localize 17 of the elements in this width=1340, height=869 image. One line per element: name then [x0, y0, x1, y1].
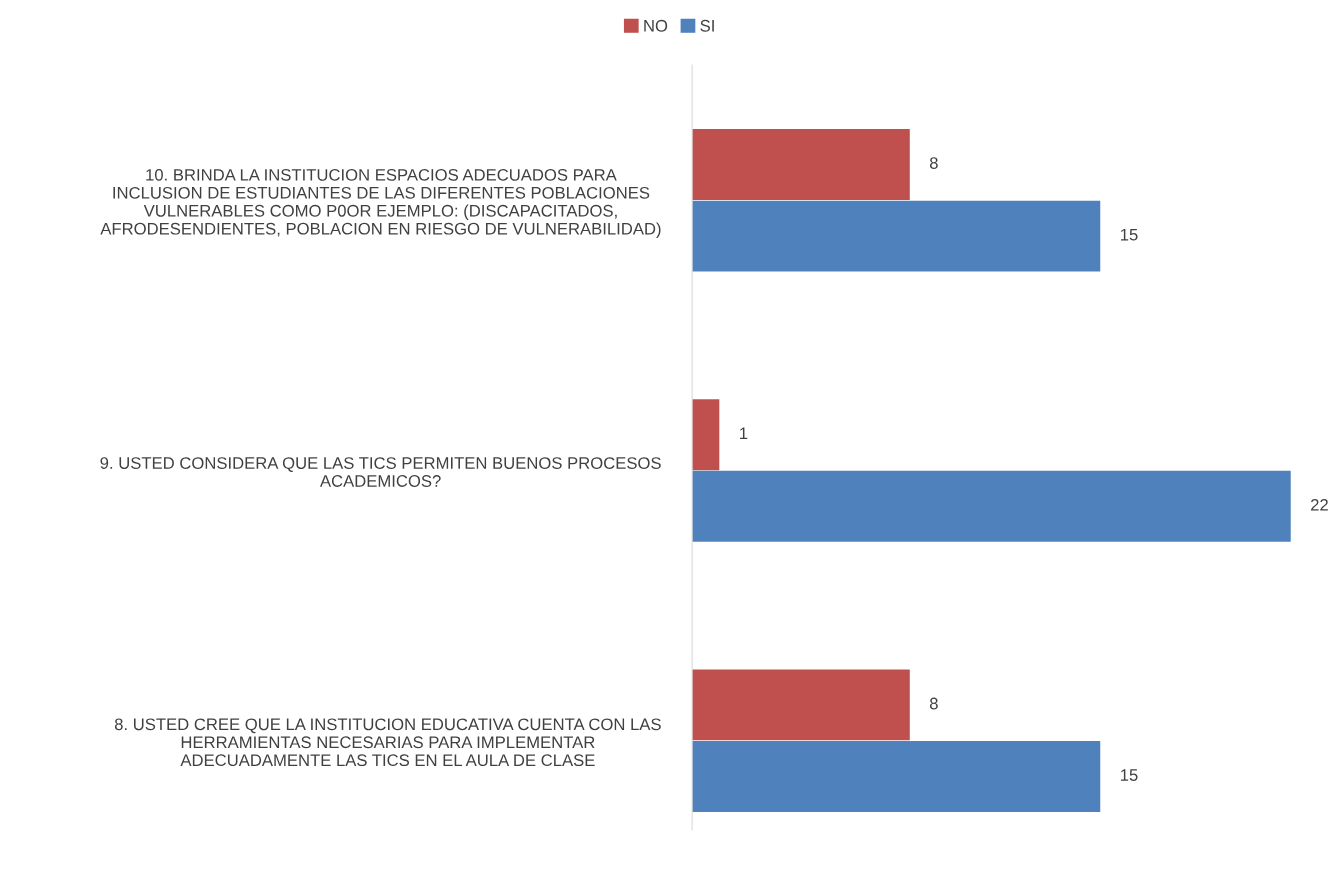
bar: [692, 741, 1101, 812]
y-tick-label: 8. USTED CREE QUE LA INSTITUCION EDUCATIVA CUENTA CON LAS HERRAMIENTAS NECESARIAS PARA IMPLEMENTAR ADECUADAMENTE LAS TICS EN EL AULA DE CLASE: [114, 718, 661, 767]
data-label: 22: [1311, 498, 1328, 511]
y-tick-label: 9. USTED CONSIDERA QUE LAS TICS PERMITEN BUENOS PROCESOS ACADEMICOS?: [100, 457, 661, 487]
bar: [692, 470, 1291, 542]
data-label: 15: [1120, 769, 1138, 781]
legend-label: NO: [644, 19, 668, 32]
bar: [692, 669, 910, 741]
legend-label: SI: [700, 19, 714, 32]
bar: [692, 200, 1101, 272]
data-label: 8: [929, 157, 938, 169]
y-tick-label: 10. BRINDA LA INSTITUCION ESPACIOS ADECUADOS PARA INCLUSION DE ESTUDIANTES DE LAS DIFERENTES POBLACIONES VULNERABLES COMO P0OR EJEMPLO: (DISCAPACITADOS, AFRODESENDIENTES, POBLACION EN RIESGO DE VULNERABILIDAD): [100, 168, 661, 238]
bar: [692, 129, 910, 200]
data-label: 1: [740, 427, 748, 440]
data-label: 15: [1120, 228, 1138, 241]
data-label: 8: [929, 697, 938, 710]
bar: [692, 399, 720, 471]
